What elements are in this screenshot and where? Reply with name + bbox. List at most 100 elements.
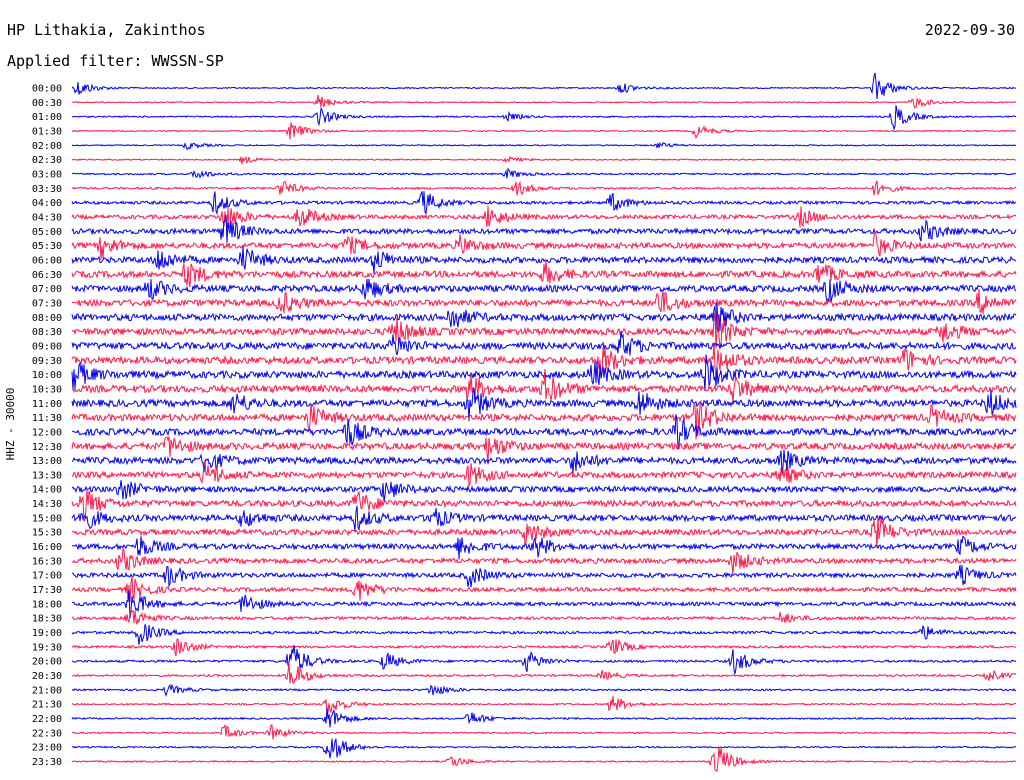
trace-line [71,260,1017,288]
trace-line [71,609,1017,625]
y-axis-label-group: HHZ - 30000 [4,388,17,461]
trace-line [71,229,1017,260]
time-label: 11:00 [32,399,62,410]
trace-line [71,459,1017,487]
trace-line [71,214,1017,243]
trace-line [71,330,1017,356]
trace-line [71,278,1017,304]
trace-line [71,245,1017,274]
time-label: 05:00 [32,227,62,238]
trace-line [71,105,1017,132]
trace-line [71,436,1017,463]
filter-label: Applied filter: WWSSN-SP [7,52,224,70]
time-label: 09:30 [32,356,62,367]
trace-line [71,167,1017,179]
time-label: 07:00 [32,284,62,295]
trace-line [71,141,1017,151]
y-axis-label: HHZ - 30000 [4,388,17,461]
trace-line [71,695,1017,714]
trace-line [71,155,1017,165]
time-label: 02:30 [32,155,62,166]
time-label: 18:30 [32,614,62,625]
time-label: 13:30 [32,470,62,481]
time-label: 19:00 [32,628,62,639]
time-label: 20:00 [32,657,62,668]
trace-line [71,122,1017,140]
time-label: 12:00 [32,427,62,438]
trace-line [71,738,1017,759]
time-label: 14:00 [32,485,62,496]
time-labels: 00:00 00:30 01:00 01:30 02:00 02:30 03:00 03:30… [32,84,62,769]
trace-line [71,480,1017,502]
time-label: 21:00 [32,685,62,696]
time-label: 19:30 [32,642,62,653]
time-label: 15:00 [32,513,62,524]
trace-line [71,546,1017,575]
time-label: 23:30 [32,757,62,768]
time-label: 01:30 [32,126,62,137]
trace-line [71,576,1017,603]
trace-line [71,624,1017,645]
time-label: 03:30 [32,184,62,195]
time-label: 06:00 [32,255,62,266]
time-label: 14:30 [32,499,62,510]
time-label: 21:30 [32,700,62,711]
trace-line [71,191,1017,216]
trace-line [71,723,1017,740]
time-label: 09:00 [32,341,62,352]
trace-line [71,746,1017,772]
trace-line [71,449,1017,474]
trace-line [71,342,1017,379]
trace-line [71,505,1017,531]
trace-line [71,489,1017,523]
trace-line [71,302,1017,333]
time-label: 02:00 [32,141,62,152]
trace-line [71,707,1017,728]
time-label: 07:30 [32,298,62,309]
trace-line [71,94,1017,109]
time-label: 22:00 [32,714,62,725]
trace-line [71,205,1017,229]
trace-line [71,683,1017,697]
time-label: 11:30 [32,413,62,424]
time-label: 04:30 [32,212,62,223]
time-label: 18:00 [32,599,62,610]
trace-line [71,72,1017,100]
trace-line [71,368,1017,403]
trace-line [71,638,1017,657]
time-label: 20:30 [32,671,62,682]
time-label: 23:00 [32,743,62,754]
time-label: 06:30 [32,270,62,281]
time-label: 04:00 [32,198,62,209]
trace-line [71,535,1017,560]
time-label: 13:00 [32,456,62,467]
time-label: 01:00 [32,112,62,123]
time-label: 17:30 [32,585,62,596]
trace-line [71,590,1017,619]
time-label: 15:30 [32,528,62,539]
trace-line [71,662,1017,684]
time-label: 17:00 [32,571,62,582]
trace-line [71,180,1017,196]
time-label: 12:30 [32,442,62,453]
trace-line [71,644,1017,675]
time-label: 00:00 [32,84,62,95]
time-label: 16:30 [32,556,62,567]
time-label: 05:30 [32,241,62,252]
trace-line [71,288,1017,314]
time-label: 00:30 [32,98,62,109]
trace-line [71,399,1017,440]
time-label: 03:00 [32,169,62,180]
time-label: 08:30 [32,327,62,338]
trace-line [71,564,1017,588]
trace-line [71,414,1017,449]
trace-line [71,516,1017,549]
trace-rows [71,72,1017,772]
time-label: 10:00 [32,370,62,381]
time-label: 10:30 [32,384,62,395]
chart-date: 2022-09-30 [924,21,1015,39]
time-label: 08:00 [32,313,62,324]
time-label: 16:00 [32,542,62,553]
time-label: 22:30 [32,728,62,739]
